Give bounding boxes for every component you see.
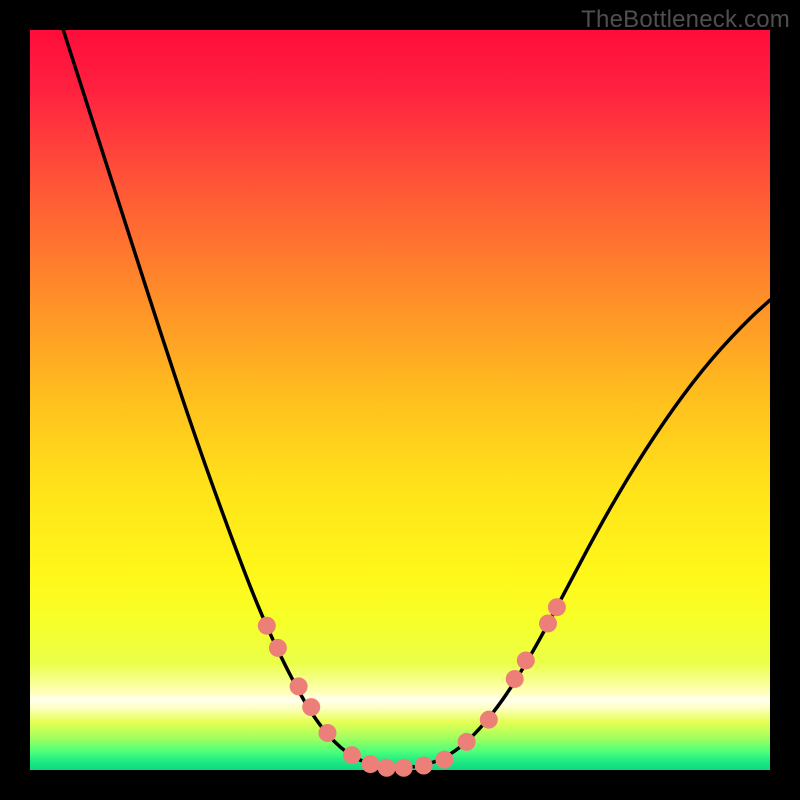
watermark-text: TheBottleneck.com	[581, 6, 790, 34]
curve-marker	[269, 639, 287, 657]
curve-marker	[458, 733, 476, 751]
curve-marker	[517, 651, 535, 669]
curve-marker	[302, 698, 320, 716]
bottleneck-chart: TheBottleneck.com	[0, 0, 800, 800]
chart-svg	[0, 0, 800, 800]
gradient-plot-area	[30, 30, 770, 770]
curve-marker	[548, 598, 566, 616]
curve-marker	[506, 670, 524, 688]
curve-marker	[395, 759, 413, 777]
curve-marker	[435, 751, 453, 769]
curve-marker	[258, 617, 276, 635]
curve-marker	[361, 755, 379, 773]
curve-marker	[318, 724, 336, 742]
curve-marker	[539, 614, 557, 632]
curve-marker	[343, 746, 361, 764]
curve-marker	[415, 757, 433, 775]
curve-marker	[290, 677, 308, 695]
curve-marker	[378, 759, 396, 777]
curve-marker	[480, 711, 498, 729]
